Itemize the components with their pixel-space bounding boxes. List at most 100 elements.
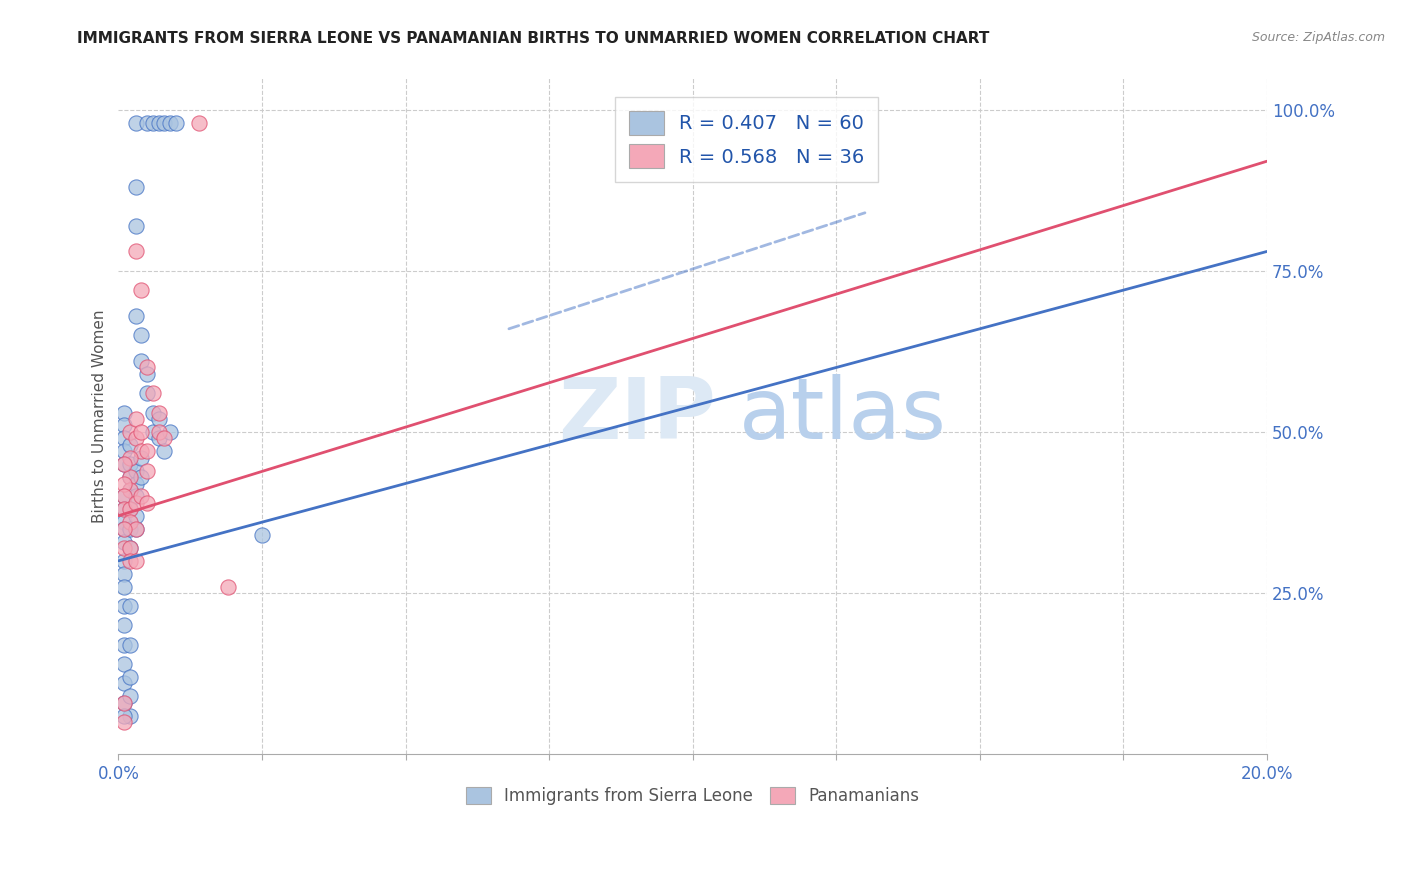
- Point: [250, 528, 273, 542]
- Point: [118, 708, 141, 723]
- Point: [142, 115, 165, 129]
- Point: [124, 476, 146, 491]
- Point: [118, 470, 141, 484]
- Point: [112, 534, 135, 549]
- Point: [148, 425, 170, 439]
- Point: [112, 714, 135, 729]
- Point: [131, 489, 153, 503]
- Point: [112, 522, 135, 536]
- Point: [124, 522, 146, 536]
- Point: [136, 464, 159, 478]
- Point: [153, 115, 176, 129]
- Point: [142, 425, 165, 439]
- Point: [112, 457, 135, 471]
- Point: [142, 406, 165, 420]
- Point: [118, 515, 141, 529]
- Point: [112, 599, 135, 613]
- Point: [118, 541, 141, 555]
- Point: [112, 418, 135, 433]
- Point: [124, 244, 146, 259]
- Point: [131, 444, 153, 458]
- Point: [159, 115, 181, 129]
- Text: IMMIGRANTS FROM SIERRA LEONE VS PANAMANIAN BIRTHS TO UNMARRIED WOMEN CORRELATION: IMMIGRANTS FROM SIERRA LEONE VS PANAMANI…: [77, 31, 990, 46]
- Point: [124, 496, 146, 510]
- Point: [118, 457, 141, 471]
- Point: [118, 522, 141, 536]
- Point: [112, 502, 135, 516]
- Point: [112, 406, 135, 420]
- Point: [112, 676, 135, 690]
- Point: [112, 515, 135, 529]
- Point: [112, 657, 135, 671]
- Point: [131, 283, 153, 297]
- Point: [118, 689, 141, 703]
- Point: [153, 444, 176, 458]
- Legend: Immigrants from Sierra Leone, Panamanians: Immigrants from Sierra Leone, Panamanian…: [458, 779, 928, 814]
- Point: [131, 450, 153, 465]
- Point: [131, 470, 153, 484]
- Point: [112, 444, 135, 458]
- Point: [112, 489, 135, 503]
- Point: [142, 386, 165, 401]
- Point: [165, 115, 187, 129]
- Point: [124, 180, 146, 194]
- Point: [112, 696, 135, 710]
- Point: [118, 483, 141, 497]
- Point: [112, 476, 135, 491]
- Point: [136, 386, 159, 401]
- Point: [124, 464, 146, 478]
- Point: [136, 496, 159, 510]
- Point: [112, 708, 135, 723]
- Point: [124, 508, 146, 523]
- Point: [112, 566, 135, 581]
- Point: [148, 115, 170, 129]
- Point: [118, 425, 141, 439]
- Point: [118, 438, 141, 452]
- Point: [131, 425, 153, 439]
- Point: [187, 115, 209, 129]
- Point: [118, 638, 141, 652]
- Point: [148, 431, 170, 445]
- Point: [136, 444, 159, 458]
- Point: [124, 554, 146, 568]
- Text: Source: ZipAtlas.com: Source: ZipAtlas.com: [1251, 31, 1385, 45]
- Text: ZIP: ZIP: [558, 375, 716, 458]
- Point: [217, 580, 239, 594]
- Point: [118, 502, 141, 516]
- Point: [118, 483, 141, 497]
- Point: [112, 457, 135, 471]
- Point: [112, 489, 135, 503]
- Point: [159, 425, 181, 439]
- Point: [118, 554, 141, 568]
- Point: [118, 541, 141, 555]
- Point: [131, 354, 153, 368]
- Point: [148, 406, 170, 420]
- Text: atlas: atlas: [738, 375, 946, 458]
- Point: [136, 360, 159, 375]
- Point: [118, 470, 141, 484]
- Point: [124, 115, 146, 129]
- Point: [112, 618, 135, 632]
- Point: [124, 309, 146, 323]
- Point: [112, 502, 135, 516]
- Point: [112, 580, 135, 594]
- Point: [112, 541, 135, 555]
- Point: [124, 489, 146, 503]
- Point: [153, 431, 176, 445]
- Point: [112, 696, 135, 710]
- Point: [136, 367, 159, 381]
- Point: [124, 412, 146, 426]
- Point: [124, 431, 146, 445]
- Point: [148, 412, 170, 426]
- Point: [112, 431, 135, 445]
- Point: [112, 522, 135, 536]
- Point: [118, 502, 141, 516]
- Point: [118, 670, 141, 684]
- Point: [131, 328, 153, 343]
- Point: [124, 522, 146, 536]
- Point: [112, 638, 135, 652]
- Y-axis label: Births to Unmarried Women: Births to Unmarried Women: [93, 309, 107, 523]
- Point: [124, 219, 146, 233]
- Point: [118, 599, 141, 613]
- Point: [118, 450, 141, 465]
